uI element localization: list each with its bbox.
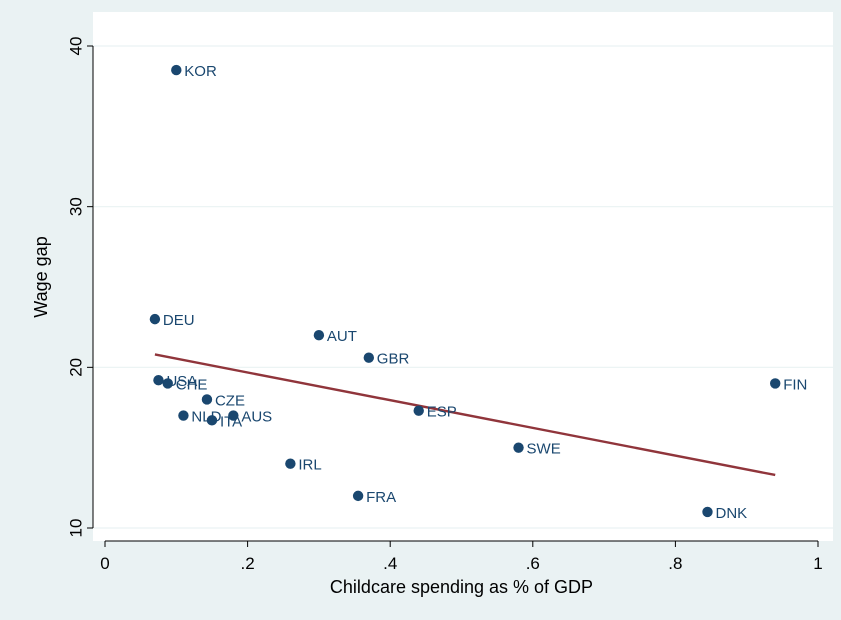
point-dnk	[702, 506, 713, 518]
fit-line-layer	[154, 353, 776, 477]
point-gbr	[363, 352, 375, 363]
point-label-fra: FRA	[366, 489, 396, 506]
point-nld	[178, 410, 189, 421]
plot-area-background	[93, 12, 833, 541]
y-tick-label: 10	[66, 519, 85, 538]
point-label-nld: NLD	[191, 409, 221, 426]
linear-fit-line	[154, 353, 776, 477]
point-ita	[206, 415, 218, 426]
point-swe	[513, 442, 524, 453]
point-label-aut: AUT	[327, 328, 357, 345]
point-esp	[413, 405, 424, 416]
point-fin	[770, 378, 781, 389]
point-label-ita: ITA	[220, 413, 242, 430]
point-label-cze: CZE	[215, 392, 245, 409]
point-label-che: CHE	[176, 376, 208, 393]
x-axis-label: Childcare spending as % of GDP	[330, 577, 593, 597]
point-fra	[352, 490, 364, 502]
point-label-fin: FIN	[783, 376, 807, 393]
x-tick-label: 0	[100, 554, 109, 573]
point-aut	[313, 330, 325, 341]
point-irl	[285, 458, 296, 469]
point-label-deu: DEU	[163, 312, 195, 329]
point-label-irl: IRL	[298, 457, 321, 474]
point-label-esp: ESP	[427, 404, 457, 421]
y-tick-label: 20	[66, 358, 85, 377]
x-tick-label: 1	[813, 554, 822, 573]
x-tick-label: .4	[383, 554, 397, 573]
point-cze	[201, 394, 213, 405]
x-tick-label: .2	[241, 554, 255, 573]
point-label-dnk: DNK	[715, 505, 747, 522]
x-tick-label: .6	[526, 554, 540, 573]
point-aus	[228, 410, 239, 421]
point-label-kor: KOR	[184, 63, 217, 80]
point-usa	[153, 374, 164, 386]
point-label-aus: AUS	[241, 409, 272, 426]
point-label-gbr: GBR	[377, 351, 410, 368]
y-axis-label: Wage gap	[31, 236, 51, 317]
point-label-swe: SWE	[527, 441, 561, 458]
point-label-usa: USA	[166, 373, 197, 390]
x-tick-label: .8	[668, 554, 682, 573]
point-deu	[149, 313, 161, 325]
point-che	[162, 378, 173, 389]
point-kor	[171, 64, 182, 76]
y-tick-label: 30	[66, 197, 85, 216]
axes: 10 20 30 40 0 .2 .4 .6 .8 1	[66, 37, 822, 573]
y-tick-label: 40	[66, 37, 85, 56]
